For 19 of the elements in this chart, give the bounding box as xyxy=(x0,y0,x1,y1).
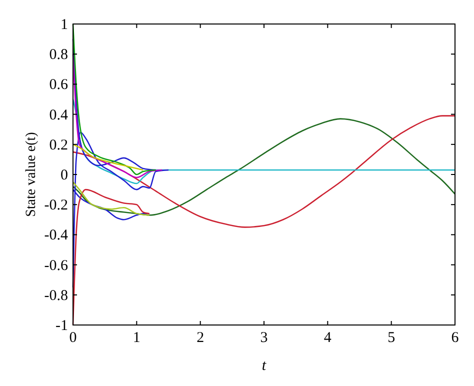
x-tick-label: 3 xyxy=(260,330,268,346)
y-tick-label: 0.6 xyxy=(49,77,68,94)
y-tick-label: -0.4 xyxy=(44,228,68,244)
y-tick-label: 0.8 xyxy=(49,47,68,64)
y-tick-label: -0.8 xyxy=(44,288,68,304)
x-tick-label: 6 xyxy=(451,330,460,346)
x-tick-label: 1 xyxy=(132,330,140,346)
y-tick-label: -0.6 xyxy=(44,258,68,274)
x-tick-label: 5 xyxy=(388,330,396,346)
y-tick-label: -1 xyxy=(56,318,68,334)
x-tick-label: 4 xyxy=(324,330,332,346)
x-tick-label: 2 xyxy=(196,330,204,346)
x-axis-title: t xyxy=(262,358,267,374)
y-axis-title: State value e(t) xyxy=(24,132,39,217)
y-tick-label: 1 xyxy=(60,17,68,33)
y-tick-label: 0.2 xyxy=(49,137,68,154)
y-tick-label: 0 xyxy=(60,168,68,184)
y-tick-label: -0.2 xyxy=(44,198,68,214)
y-tick-label: 0.4 xyxy=(49,107,68,124)
